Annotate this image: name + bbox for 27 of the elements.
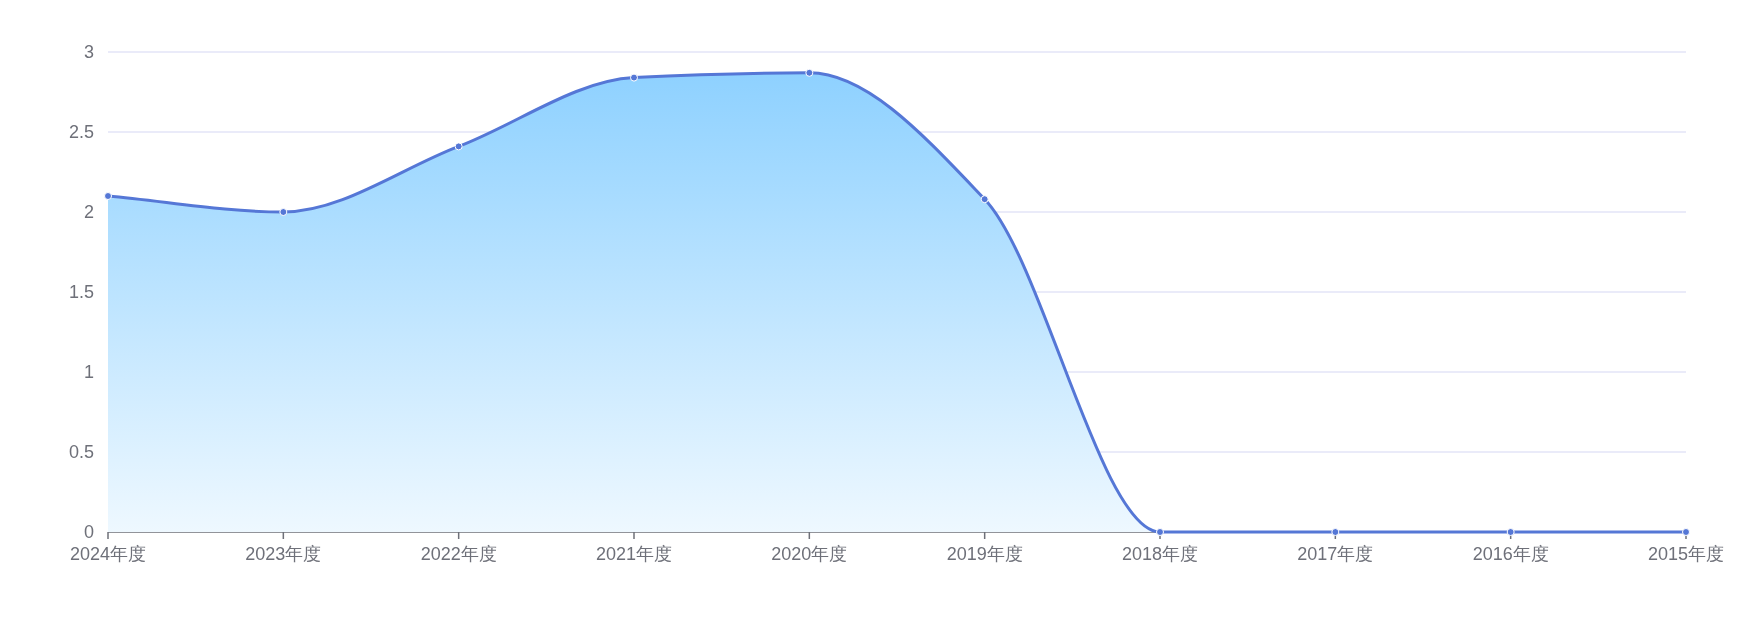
y-tick-label: 3	[83, 42, 94, 62]
point	[630, 73, 638, 82]
x-tick-label: 2018年度	[1121, 544, 1199, 564]
y-tick-label: 1.5	[68, 282, 94, 302]
x-tick-label: 2022年度	[420, 544, 497, 564]
y-tick-label: 0.5	[68, 442, 94, 462]
x-tick-label: 2019年度	[946, 544, 1023, 564]
x-tick-label: 2021年度	[595, 544, 673, 564]
y-tick-label: 2.5	[68, 122, 94, 142]
y-tick-label: 0	[83, 522, 94, 542]
x-tick-label: 2023年度	[245, 544, 322, 564]
x-tick-label: 2020年度	[771, 544, 848, 564]
x-tick-label: 2015年度	[1647, 544, 1725, 564]
x-tick-label: 2016年度	[1472, 544, 1549, 564]
point	[1331, 528, 1340, 536]
y-tick-label: 2	[83, 202, 94, 222]
point	[1682, 528, 1690, 536]
point	[279, 208, 288, 216]
x-tick-label: 2024年度	[69, 544, 147, 564]
point	[980, 195, 989, 204]
point	[104, 192, 112, 200]
x-tick-label: 2017年度	[1297, 544, 1374, 564]
point	[1156, 528, 1164, 536]
point	[1506, 528, 1515, 536]
point	[454, 142, 463, 151]
point	[805, 68, 814, 77]
y-tick-label: 1	[83, 362, 94, 382]
